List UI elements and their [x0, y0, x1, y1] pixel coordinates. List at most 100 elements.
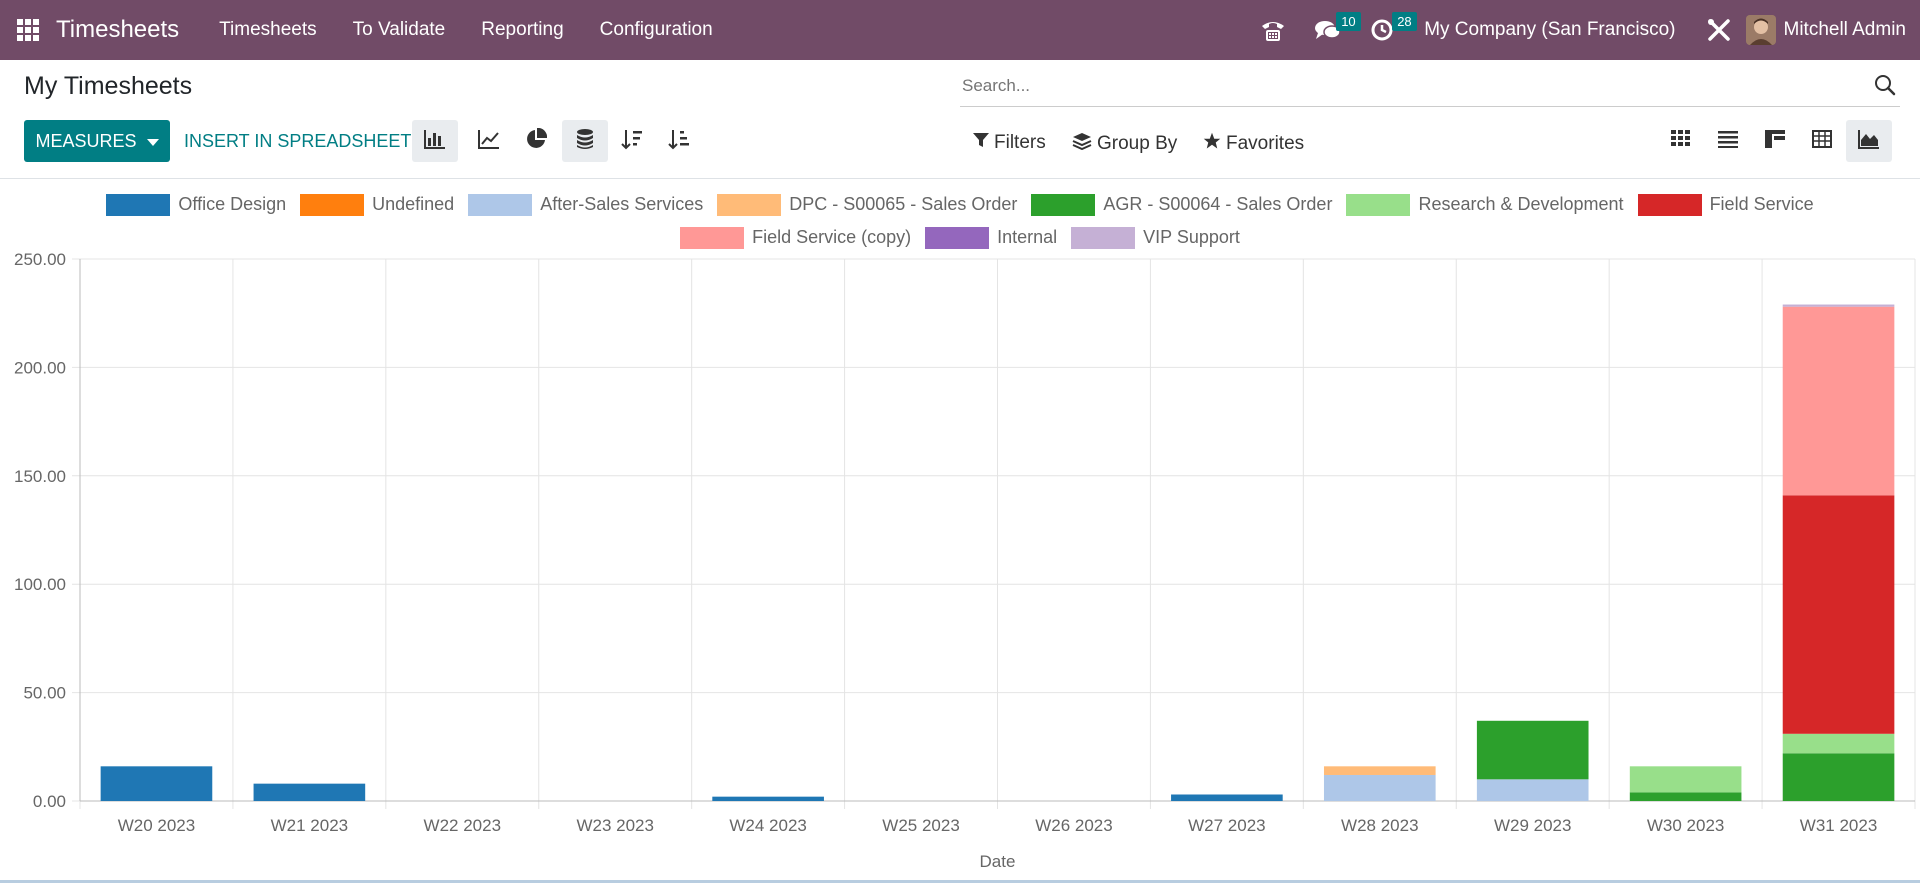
- legend-item-agr-s00064[interactable]: AGR - S00064 - Sales Order: [1031, 193, 1333, 216]
- legend-item-office-design[interactable]: Office Design: [106, 193, 287, 216]
- legend-swatch: [925, 226, 990, 249]
- legend-swatch: [1637, 193, 1702, 216]
- legend-label: DPC - S00065 - Sales Order: [789, 194, 1018, 214]
- search-input[interactable]: [960, 70, 1844, 102]
- bar-segment: [1323, 766, 1436, 775]
- legend-swatch: [680, 226, 745, 249]
- group-by-label: Group By: [1097, 133, 1178, 154]
- legend-label: Field Service (copy): [752, 227, 912, 247]
- debug-tools-icon[interactable]: [1692, 0, 1746, 60]
- bottom-scroll-line: [0, 880, 1920, 883]
- legend-swatch: [1071, 226, 1136, 249]
- caret-down-icon: [146, 131, 159, 152]
- legend-label: Internal: [997, 227, 1058, 247]
- legend-label: Office Design: [178, 194, 287, 214]
- legend-item-vip-support[interactable]: VIP Support: [1071, 226, 1240, 249]
- kanban-view-button[interactable]: [1658, 120, 1704, 162]
- stacked-toggle-button[interactable]: [562, 120, 608, 162]
- legend-row-1: Office Design Undefined After-Sales Serv…: [0, 188, 1920, 221]
- bar-segment: [1629, 766, 1742, 793]
- list-icon: [1718, 130, 1738, 153]
- legend-label: Research & Development: [1418, 194, 1624, 214]
- legend-swatch: [468, 193, 533, 216]
- x-axis-title: Date: [980, 852, 1016, 871]
- legend-label: Undefined: [372, 194, 455, 214]
- menu-to-validate[interactable]: To Validate: [352, 19, 446, 40]
- bar-segment: [100, 766, 213, 801]
- insert-spreadsheet-button[interactable]: INSERT IN SPREADSHEET: [184, 130, 412, 151]
- phone-icon[interactable]: [1246, 0, 1300, 60]
- legend-label: After-Sales Services: [540, 194, 704, 214]
- bar-segment: [1629, 792, 1742, 801]
- legend-swatch: [106, 193, 171, 216]
- measures-button[interactable]: MEASURES: [24, 120, 170, 162]
- graph-view-button[interactable]: [1846, 120, 1892, 162]
- x-tick-label: W29 2023: [1494, 816, 1572, 835]
- grid-icon: [1765, 129, 1785, 153]
- line-chart-mode-button[interactable]: [466, 120, 512, 162]
- bar-segment: [1782, 753, 1895, 801]
- group-by-button[interactable]: Group By: [1072, 132, 1177, 156]
- legend-item-field-service[interactable]: Field Service: [1637, 193, 1814, 216]
- x-tick-label: W26 2023: [1035, 816, 1113, 835]
- legend-item-after-sales-services[interactable]: After-Sales Services: [468, 193, 704, 216]
- company-switcher[interactable]: My Company (San Francisco): [1424, 19, 1676, 40]
- x-tick-label: W23 2023: [576, 816, 654, 835]
- pie-chart-mode-button[interactable]: [513, 120, 559, 162]
- x-tick-label: W21 2023: [271, 816, 349, 835]
- filters-button[interactable]: Filters: [973, 132, 1046, 154]
- legend-swatch: [1031, 193, 1096, 216]
- legend-label: AGR - S00064 - Sales Order: [1103, 194, 1333, 214]
- grid-view-button[interactable]: [1752, 120, 1798, 162]
- user-menu[interactable]: Mitchell Admin: [1745, 15, 1920, 45]
- menu-reporting[interactable]: Reporting: [481, 19, 564, 40]
- x-tick-label: W25 2023: [882, 816, 960, 835]
- database-icon: [576, 128, 594, 155]
- search-bar: [960, 70, 1900, 107]
- legend-swatch: [300, 193, 365, 216]
- legend-item-internal[interactable]: Internal: [925, 226, 1058, 249]
- filters-label: Filters: [994, 132, 1046, 153]
- app-menu-icon[interactable]: [0, 0, 56, 60]
- search-icon[interactable]: [1874, 74, 1896, 101]
- messages-count-badge: 10: [1336, 12, 1361, 31]
- filter-icon: [973, 132, 989, 154]
- area-chart-icon: [1858, 129, 1880, 154]
- legend-item-undefined[interactable]: Undefined: [300, 193, 455, 216]
- sort-ascending-button[interactable]: [656, 120, 702, 162]
- bar-segment: [712, 796, 824, 801]
- bar-segment: [1782, 306, 1895, 496]
- bar-chart-icon: [424, 129, 446, 154]
- legend-swatch: [1346, 193, 1411, 216]
- menu-configuration[interactable]: Configuration: [599, 19, 713, 40]
- messages-icon[interactable]: 10: [1300, 0, 1361, 60]
- pivot-view-button[interactable]: [1799, 120, 1845, 162]
- layers-icon: [1072, 132, 1092, 156]
- user-name: Mitchell Admin: [1783, 19, 1907, 40]
- y-tick-label: 250.00: [14, 250, 66, 269]
- x-tick-label: W22 2023: [424, 816, 502, 835]
- legend-item-dpc-s00065[interactable]: DPC - S00065 - Sales Order: [717, 193, 1018, 216]
- menu-timesheets[interactable]: Timesheets: [219, 19, 317, 40]
- app-brand[interactable]: Timesheets: [56, 16, 180, 43]
- legend-label: Field Service: [1709, 194, 1814, 214]
- activities-icon[interactable]: 28: [1356, 0, 1417, 60]
- bar-chart-mode-button[interactable]: [412, 120, 458, 162]
- bar-segment: [1782, 495, 1895, 734]
- activities-count-badge: 28: [1392, 12, 1417, 31]
- x-tick-label: W27 2023: [1188, 816, 1266, 835]
- list-view-button[interactable]: [1705, 120, 1751, 162]
- legend-item-research-development[interactable]: Research & Development: [1346, 193, 1624, 216]
- x-tick-label: W30 2023: [1647, 816, 1725, 835]
- page-title: My Timesheets: [24, 72, 193, 100]
- favorites-button[interactable]: Favorites: [1203, 132, 1304, 156]
- sort-ascending-icon: [668, 128, 690, 155]
- star-icon: [1203, 132, 1221, 156]
- kanban-icon: [1671, 129, 1691, 153]
- legend-item-field-service-copy[interactable]: Field Service (copy): [680, 226, 912, 249]
- sort-descending-button[interactable]: [609, 120, 655, 162]
- y-tick-label: 150.00: [14, 467, 66, 486]
- x-tick-label: W24 2023: [729, 816, 807, 835]
- legend-row-2: Field Service (copy) Internal VIP Suppor…: [0, 221, 1920, 254]
- sort-descending-icon: [621, 128, 643, 155]
